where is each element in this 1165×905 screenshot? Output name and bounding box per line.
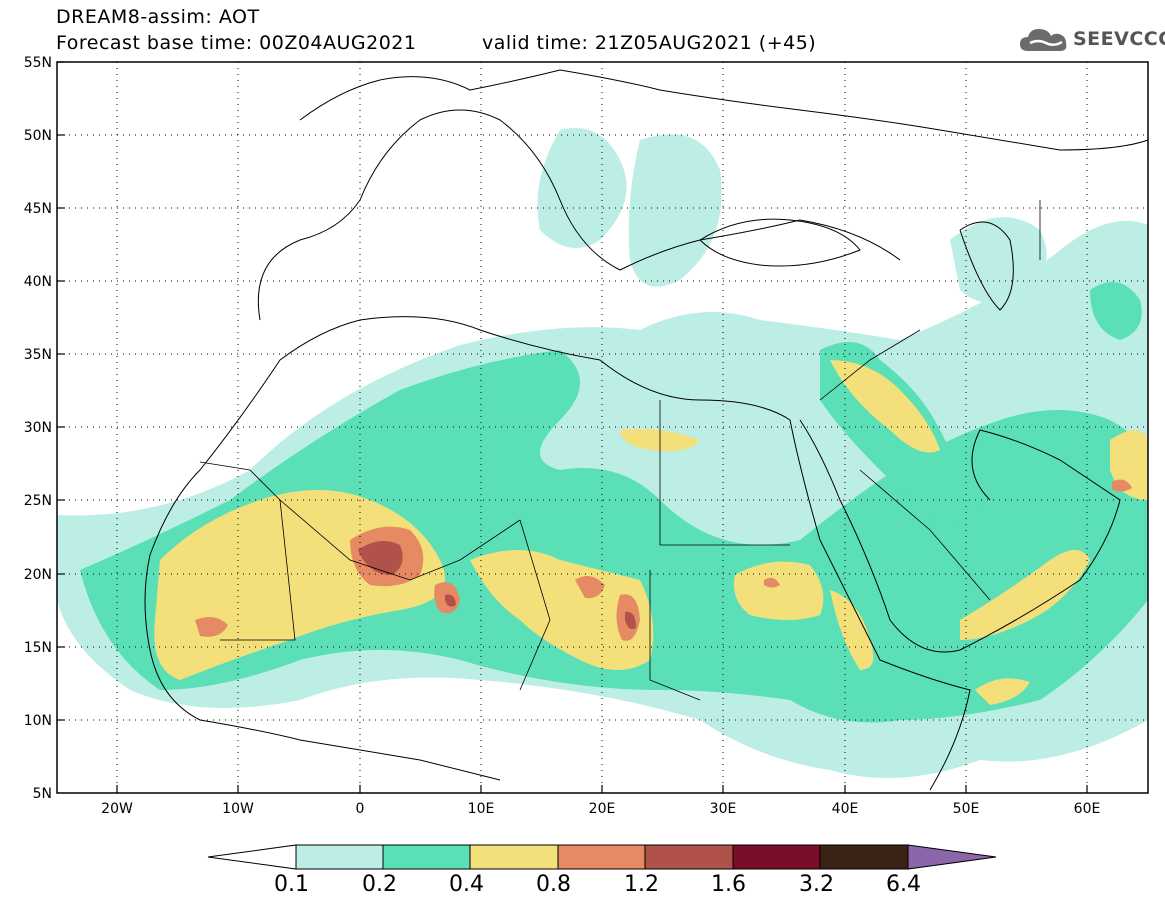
forecast-base-time: Forecast base time: 00Z04AUG2021	[56, 32, 417, 54]
colorbar	[207, 844, 997, 870]
aot-band-0.4-iraq	[830, 360, 940, 453]
border-iraq	[819, 329, 921, 401]
colorbar-bin-0.1	[295, 844, 384, 870]
lat-label-40n: 40N	[24, 274, 52, 290]
valid-time: valid time: 21Z05AUG2021 (+45)	[482, 32, 817, 54]
aot-band-1.2-chad	[625, 611, 636, 629]
lon-label-40e: 40E	[832, 801, 859, 817]
colorbar-bin-1.6	[732, 844, 821, 870]
lon-label-0: 0	[356, 801, 365, 817]
colorbar-label-0.8: 0.8	[536, 872, 571, 897]
colorbar-label-1.6: 1.6	[711, 872, 746, 897]
map-title: DREAM8-assim: AOT	[56, 6, 260, 28]
colorbar-under-arrow	[207, 844, 297, 870]
logo-text: SEEVCCC	[1073, 28, 1165, 50]
colorbar-bin-1.2	[644, 844, 734, 870]
border-sudan	[649, 570, 701, 701]
border-algeria-mali	[279, 499, 521, 581]
coastline-west-africa	[144, 554, 501, 781]
colorbar-bin-0.4	[469, 844, 559, 870]
lat-label-25n: 25N	[24, 493, 52, 509]
colorbar-label-3.2: 3.2	[799, 872, 834, 897]
colorbar-bin-0.2	[382, 844, 471, 870]
axis-ticks	[57, 61, 1088, 793]
aot-band-0.8-sudan	[764, 577, 780, 588]
aot-band-0.8-chad	[575, 576, 605, 599]
lat-label-15n: 15N	[24, 640, 52, 656]
lat-label-20n: 20N	[24, 567, 52, 583]
lat-label-5n: 5N	[33, 786, 52, 802]
coastline-arabia	[799, 419, 1121, 653]
aot-band-0.4-sahara	[470, 550, 654, 670]
coastline-caspian	[959, 221, 1014, 311]
border-chad	[519, 519, 551, 691]
colorbar-over-arrow	[907, 844, 997, 870]
lon-label-50e: 50E	[953, 801, 980, 817]
lat-label-50n: 50N	[24, 128, 52, 144]
colorbar-label-0.2: 0.2	[362, 872, 397, 897]
lat-label-35n: 35N	[24, 347, 52, 363]
coastline-blacksea	[699, 218, 861, 267]
lat-label-10n: 10N	[24, 713, 52, 729]
coastline-north	[299, 69, 1148, 151]
coastline-europe	[257, 109, 901, 321]
colorbar-bin-3.2	[819, 844, 909, 870]
lon-label-10w: 10W	[222, 801, 254, 817]
colorbar-bin-0.8	[557, 844, 646, 870]
cloud-icon	[1020, 29, 1067, 51]
aot-band-0.4-sudan	[734, 561, 824, 620]
lat-label-55n: 55N	[24, 55, 52, 71]
lon-label-30e: 30E	[710, 801, 737, 817]
lon-label-20e: 20E	[589, 801, 616, 817]
border-saudi	[859, 469, 991, 601]
colorbar-label-0.4: 0.4	[449, 872, 484, 897]
aot-band-0.4-arabia	[960, 550, 1090, 640]
aot-band-0.1-caspian	[950, 217, 1047, 304]
aot-band-0.8-senegal	[195, 616, 228, 637]
coastline-africa	[149, 316, 971, 791]
aot-band-1.2-niger	[445, 594, 456, 607]
aot-band-0.1-europe	[537, 128, 627, 248]
aot-band-0.1-balkan	[628, 134, 722, 287]
aot-band-0.8-iran	[1112, 479, 1132, 492]
aot-band-0.4-redsea	[830, 590, 874, 670]
lon-label-10e: 10E	[468, 801, 495, 817]
aot-band-0.4-yemen	[975, 678, 1030, 705]
lat-label-45n: 45N	[24, 201, 52, 217]
seevccc-logo: SEEVCCC	[1018, 22, 1165, 58]
lon-label-60e: 60E	[1074, 801, 1101, 817]
colorbar-label-6.4: 6.4	[886, 872, 921, 897]
lon-label-20w: 20W	[101, 801, 133, 817]
aot-band-0.2-east	[1090, 282, 1142, 340]
aot-band-0.2	[80, 350, 1148, 723]
colorbar-label-0.1: 0.1	[274, 872, 309, 897]
lat-label-30n: 30N	[24, 420, 52, 436]
colorbar-label-1.2: 1.2	[624, 872, 659, 897]
